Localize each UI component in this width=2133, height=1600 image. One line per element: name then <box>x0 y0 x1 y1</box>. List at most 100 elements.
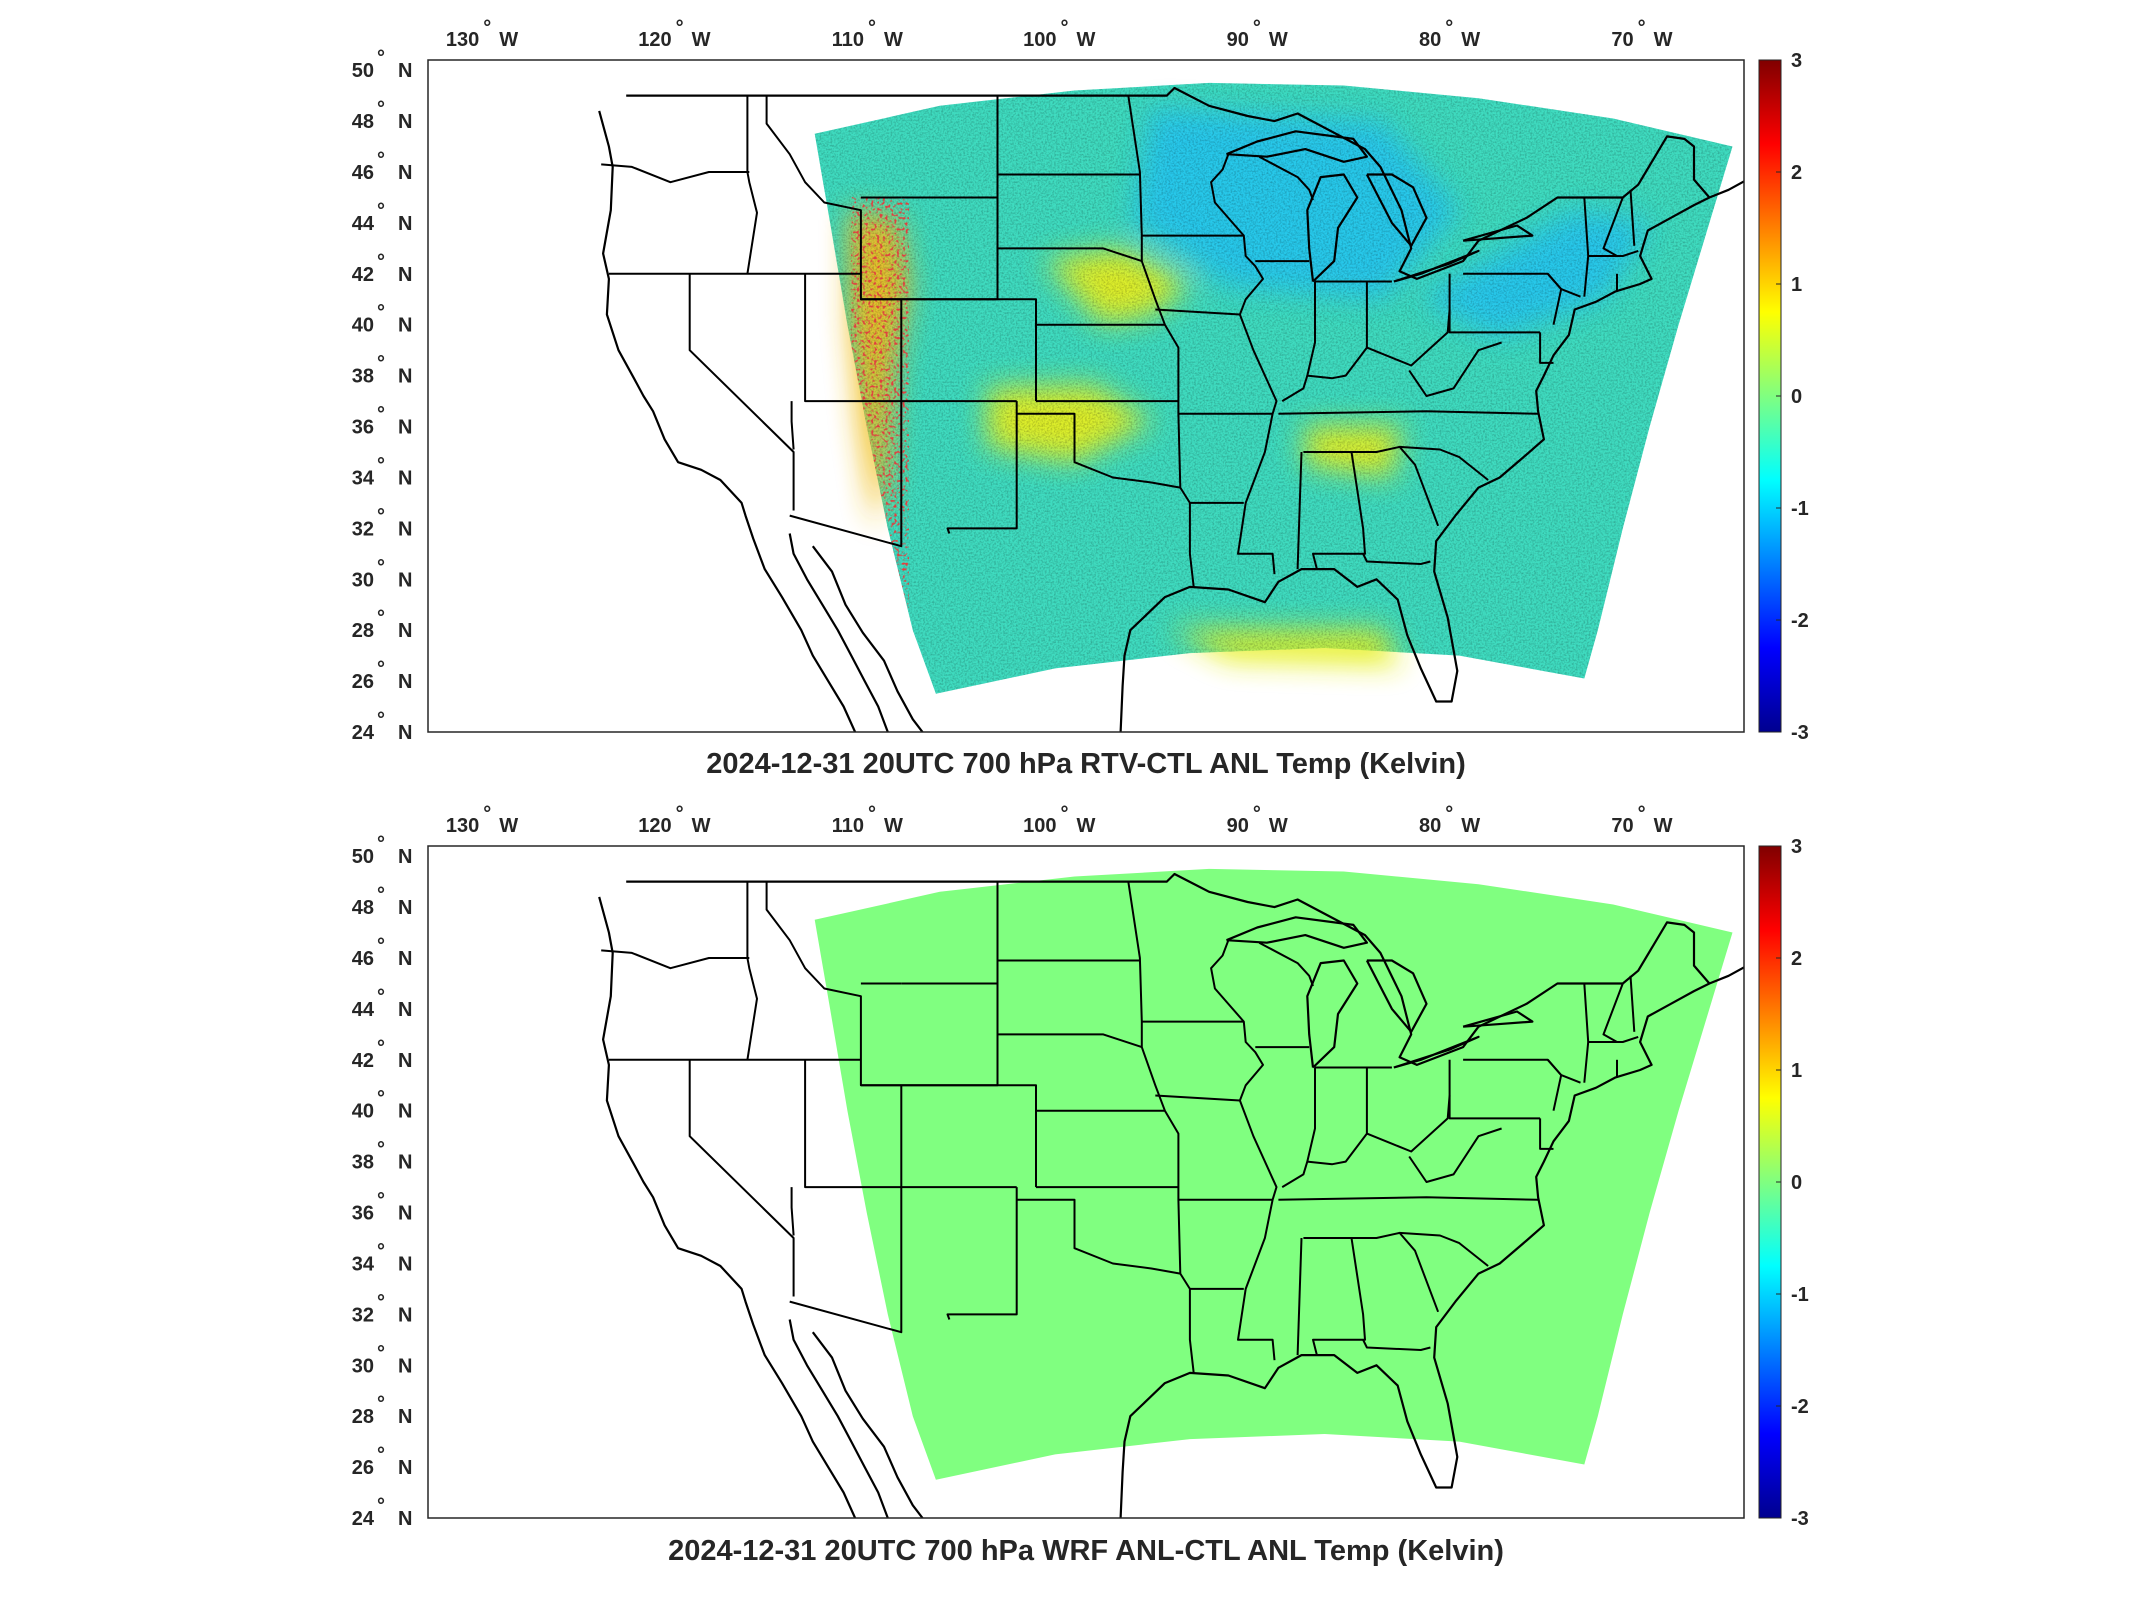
degree-symbol: ° <box>377 556 385 578</box>
lat-hemisphere: N <box>398 1101 412 1123</box>
colorbar-tick-label: 0 <box>1791 386 1802 408</box>
colorbar-tick-label: 0 <box>1791 1172 1802 1194</box>
state-border <box>1539 332 1554 364</box>
state-border <box>1408 341 1502 397</box>
degree-symbol: ° <box>1445 17 1453 39</box>
state-border <box>1155 308 1240 316</box>
degree-symbol: ° <box>377 935 385 957</box>
colorbar-tick-label: 1 <box>1791 274 1802 296</box>
state-border <box>1408 1127 1502 1183</box>
lat-tick-label: 28 <box>352 620 374 642</box>
degree-symbol: ° <box>377 404 385 426</box>
lat-tick-label: 50 <box>352 846 374 868</box>
degree-symbol: ° <box>377 149 385 171</box>
state-border <box>1602 197 1624 257</box>
lat-hemisphere: N <box>398 897 412 919</box>
degree-symbol: ° <box>868 803 876 825</box>
analysis-domain <box>814 868 1733 1480</box>
lat-hemisphere: N <box>398 1355 412 1377</box>
lon-tick-label: 90 <box>1227 815 1249 837</box>
degree-symbol: ° <box>377 353 385 375</box>
lat-hemisphere: N <box>398 60 412 82</box>
lat-tick-label: 32 <box>352 518 374 540</box>
degree-symbol: ° <box>377 833 385 855</box>
lat-tick-label: 44 <box>352 999 375 1021</box>
degree-symbol: ° <box>377 47 385 69</box>
state-border <box>1588 249 1639 257</box>
state-border <box>1398 1232 1440 1313</box>
state-border <box>601 163 750 184</box>
state-border <box>790 401 795 450</box>
lat-tick-label: 42 <box>352 264 374 286</box>
lat-tick-label: 50 <box>352 60 374 82</box>
degree-symbol: ° <box>1638 803 1646 825</box>
state-border <box>1362 553 1431 565</box>
degree-symbol: ° <box>377 1037 385 1059</box>
map-frame <box>427 845 1745 1519</box>
lat-hemisphere: N <box>398 111 412 133</box>
lon-hemisphere: W <box>884 815 903 837</box>
colorbar-tick-label: -1 <box>1791 498 1809 520</box>
coastline <box>626 86 1711 280</box>
lat-tick-label: 38 <box>352 366 374 388</box>
lon-hemisphere: W <box>1654 29 1673 51</box>
map-content <box>598 868 1744 1518</box>
degree-symbol: ° <box>1253 803 1261 825</box>
great-lake-outline <box>1393 249 1480 283</box>
degree-symbol: ° <box>868 17 876 39</box>
lat-hemisphere: N <box>398 1203 412 1225</box>
lat-tick-label: 46 <box>352 948 374 970</box>
great-lake-outline <box>1306 959 1359 1069</box>
degree-symbol: ° <box>377 1444 385 1466</box>
lon-tick-label: 90 <box>1227 29 1249 51</box>
state-border <box>1258 155 1314 201</box>
great-lake-outline <box>1462 224 1534 242</box>
colorbar-tick-label: -3 <box>1791 722 1809 744</box>
degree-symbol: ° <box>377 1190 385 1212</box>
lat-tick-label: 40 <box>352 315 374 337</box>
lon-tick-label: 100 <box>1023 29 1056 51</box>
state-border <box>1016 412 1181 489</box>
state-border <box>746 881 758 1060</box>
lon-tick-label: 130 <box>446 815 479 837</box>
lat-hemisphere: N <box>398 846 412 868</box>
degree-symbol: ° <box>377 1393 385 1415</box>
state-border <box>1296 451 1303 570</box>
lon-tick-label: 70 <box>1611 815 1633 837</box>
state-border <box>746 95 758 274</box>
lon-hemisphere: W <box>884 29 903 51</box>
colorbar-tick-label: -2 <box>1791 610 1809 632</box>
coastline <box>598 110 857 732</box>
degree-symbol: ° <box>377 1240 385 1262</box>
colorbar-tick-label: -1 <box>1791 1284 1809 1306</box>
panel-title: 2024-12-31 20UTC 700 hPa RTV-CTL ANL Tem… <box>706 748 1466 780</box>
lat-hemisphere: N <box>398 948 412 970</box>
state-border <box>1448 309 1541 334</box>
state-border <box>1296 1237 1303 1356</box>
state-border <box>1155 1094 1240 1102</box>
lat-tick-label: 32 <box>352 1304 374 1326</box>
lat-hemisphere: N <box>398 671 412 693</box>
lon-tick-label: 70 <box>1611 29 1633 51</box>
lon-hemisphere: W <box>1076 815 1095 837</box>
lat-hemisphere: N <box>398 1304 412 1326</box>
state-border <box>1127 881 1195 1374</box>
degree-symbol: ° <box>377 607 385 629</box>
state-border <box>1366 1059 1451 1153</box>
lon-hemisphere: W <box>692 29 711 51</box>
degree-symbol: ° <box>377 1342 385 1364</box>
lat-hemisphere: N <box>398 162 412 184</box>
lat-tick-label: 34 <box>352 1253 375 1275</box>
state-border <box>789 1085 903 1334</box>
coastline <box>811 545 924 732</box>
state-border <box>1588 1035 1639 1043</box>
colorbar-tick-label: 3 <box>1791 50 1802 72</box>
colorbar-tick-label: 2 <box>1791 162 1802 184</box>
lon-hemisphere: W <box>1269 815 1288 837</box>
lat-hemisphere: N <box>398 1253 412 1275</box>
degree-symbol: ° <box>1638 17 1646 39</box>
degree-symbol: ° <box>377 98 385 120</box>
lon-hemisphere: W <box>1654 815 1673 837</box>
lon-tick-label: 80 <box>1419 29 1441 51</box>
state-border <box>1258 941 1314 987</box>
